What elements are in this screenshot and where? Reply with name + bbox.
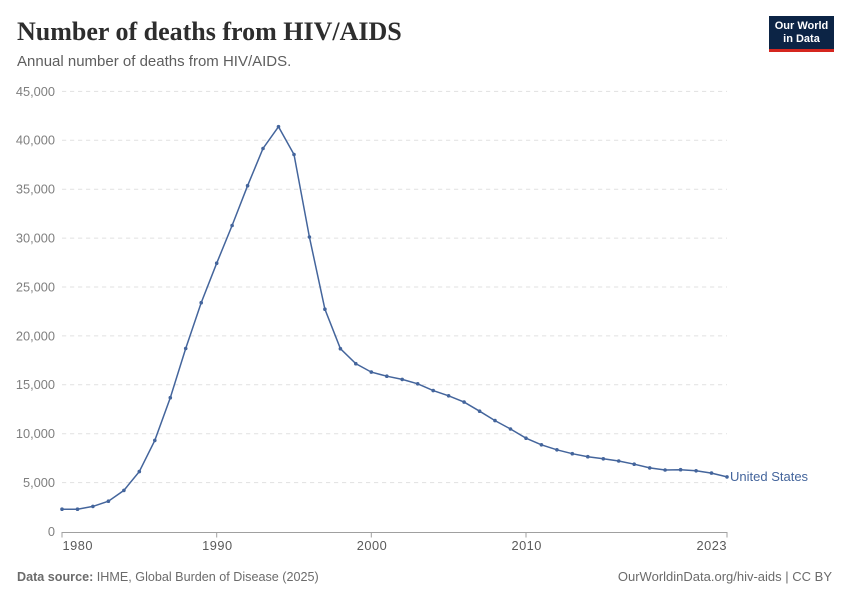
svg-text:0: 0 xyxy=(48,524,55,539)
svg-text:15,000: 15,000 xyxy=(16,377,55,392)
svg-text:35,000: 35,000 xyxy=(16,182,55,197)
svg-text:30,000: 30,000 xyxy=(16,231,55,246)
svg-text:20,000: 20,000 xyxy=(16,328,55,343)
svg-text:5,000: 5,000 xyxy=(23,475,55,490)
svg-text:40,000: 40,000 xyxy=(16,133,55,148)
svg-text:1990: 1990 xyxy=(202,538,232,553)
svg-text:45,000: 45,000 xyxy=(16,84,55,99)
svg-text:2000: 2000 xyxy=(357,538,387,553)
svg-text:2010: 2010 xyxy=(511,538,541,553)
svg-text:25,000: 25,000 xyxy=(16,279,55,294)
svg-text:2023: 2023 xyxy=(697,538,727,553)
svg-text:10,000: 10,000 xyxy=(16,426,55,441)
svg-text:1980: 1980 xyxy=(63,538,93,553)
